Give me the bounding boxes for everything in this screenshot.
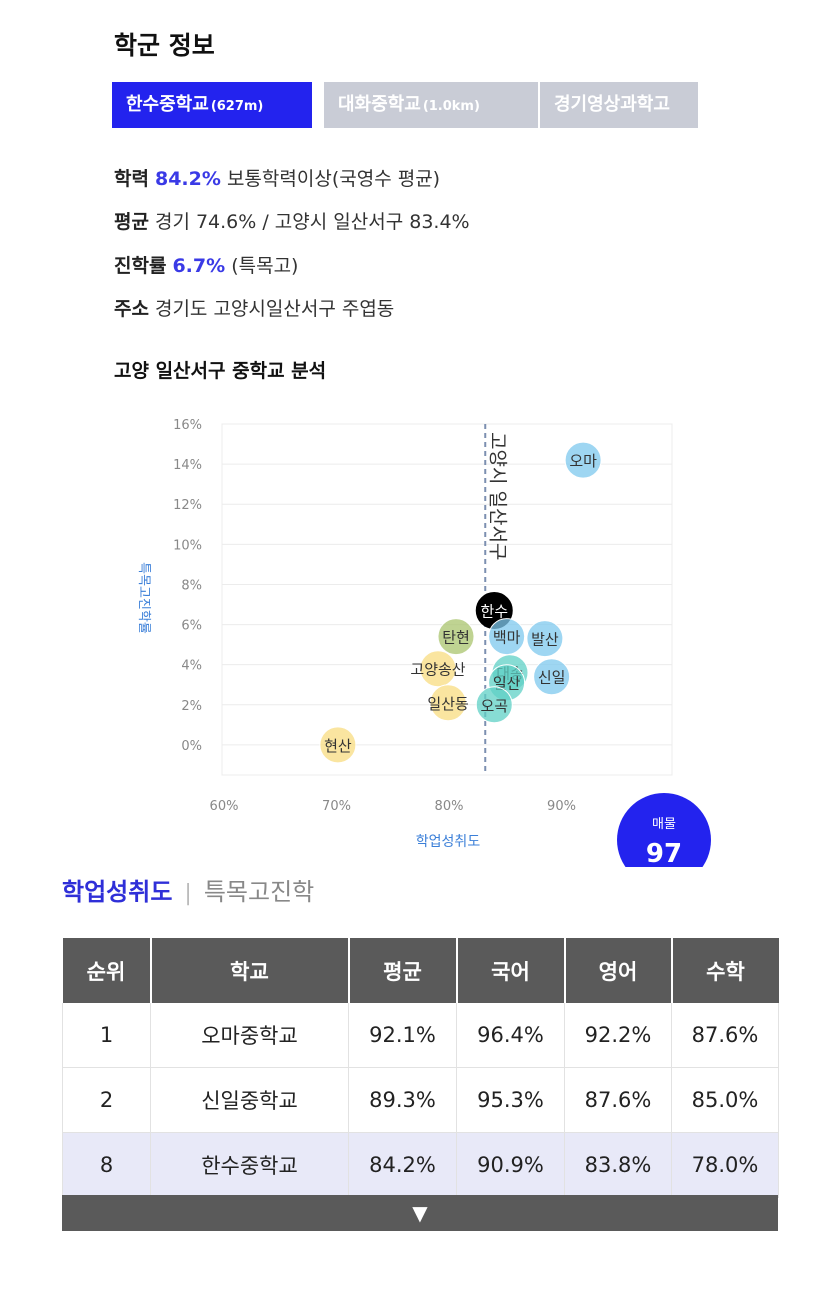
cell-english: 92.2% — [564, 1003, 672, 1068]
cell-rank: 8 — [62, 1132, 151, 1198]
cell-math: 87.6% — [671, 1003, 779, 1068]
subtab-academic[interactable]: 학업성취도 — [62, 878, 173, 906]
tab-distance: (627m) — [210, 99, 264, 114]
advancement-label: 진학률 — [114, 255, 167, 277]
data-point-label: 고양송산 — [410, 661, 465, 679]
data-point — [526, 620, 564, 658]
data-point-label: 오곡 — [480, 697, 508, 715]
analysis-title: 고양 일산서구 중학교 분석 — [114, 360, 327, 382]
data-point-label: 현산 — [324, 737, 352, 755]
data-point — [475, 686, 513, 724]
cell-school: 오마중학교 — [150, 1003, 349, 1068]
tab-hansu-middle[interactable]: 한수중학교 (627m) — [112, 82, 312, 128]
y-tick-label: 6% — [181, 619, 202, 634]
data-point-label: 오마 — [569, 452, 597, 470]
cell-math: 78.0% — [671, 1132, 779, 1198]
school-scatter-chart: 0% 2% 4% 6% 8% 10% 12% 14% 16% 60% 70% 80% 90% 고양시 일산… — [136, 418, 673, 850]
cell-korean: 95.3% — [456, 1067, 565, 1133]
data-point-label: 발산 — [531, 631, 559, 649]
data-point-label: 백마 — [493, 629, 521, 647]
subtab-divider: | — [184, 881, 192, 906]
col-korean: 국어 — [456, 938, 566, 1003]
tab-school-name: 한수중학교 — [126, 94, 209, 115]
badge-value: 97 — [645, 839, 683, 869]
y-tick-label: 0% — [181, 739, 202, 754]
tab-school-name: 경기영상과학고 — [554, 94, 670, 115]
table-row[interactable]: 1 오마중학교 92.1% 96.4% 92.2% 87.6% — [62, 1003, 779, 1068]
data-point — [429, 684, 467, 722]
data-point — [437, 618, 475, 656]
x-axis-label: 학업성취도 — [416, 834, 481, 850]
academic-info: 학력 84.2% 보통학력이상(국영수 평균) — [114, 164, 440, 191]
data-point-label: 일산동 — [427, 695, 469, 713]
cell-school: 한수중학교 — [150, 1132, 349, 1198]
col-rank: 순위 — [62, 938, 152, 1003]
reference-line-label: 고양시 일산서구 — [486, 432, 508, 560]
y-tick-label: 8% — [181, 578, 202, 593]
school-tabs: 한수중학교 (627m) 대화중학교 (1.0km) 경기영상과학고 — [112, 82, 698, 128]
data-point — [419, 650, 457, 688]
data-point — [533, 658, 571, 696]
tab-distance: (1.0km) — [422, 99, 480, 114]
advancement-info: 진학률 6.7% (특목고) — [114, 251, 298, 278]
average-label: 평균 — [114, 211, 149, 233]
academic-label: 학력 — [114, 168, 149, 190]
tab-daehwa-middle[interactable]: 대화중학교 (1.0km) — [324, 82, 538, 128]
average-info: 평균 경기 74.6% / 고양시 일산서구 83.4% — [114, 207, 470, 234]
cell-rank: 2 — [62, 1067, 151, 1133]
tab-school-name: 대화중학교 — [338, 94, 421, 115]
y-tick-label: 2% — [181, 699, 202, 714]
address-info: 주소 경기도 고양시일산서구 주엽동 — [114, 294, 394, 321]
cell-average: 92.1% — [348, 1003, 457, 1068]
x-tick-label: 60% — [210, 799, 239, 814]
cell-english: 87.6% — [564, 1067, 672, 1133]
cell-korean: 96.4% — [456, 1003, 565, 1068]
cell-rank: 1 — [62, 1003, 151, 1068]
table-row-current-school[interactable]: 8 한수중학교 84.2% 90.9% 83.8% 78.0% — [62, 1132, 779, 1198]
tab-gyeonggi-science-high[interactable]: 경기영상과학고 — [540, 82, 698, 128]
y-tick-label: 10% — [173, 538, 202, 553]
subtab-special-high[interactable]: 특목고진학 — [203, 878, 315, 906]
data-point-label: 신일 — [538, 669, 566, 687]
cell-korean: 90.9% — [456, 1132, 565, 1198]
y-axis-label: 특목고진학률 — [136, 562, 151, 634]
cell-average: 84.2% — [348, 1132, 457, 1198]
subtabs: 학업성취도 | 특목고진학 — [62, 872, 314, 907]
y-tick-label: 4% — [181, 659, 202, 674]
advancement-desc: (특목고) — [231, 255, 299, 277]
badge-label: 매물 — [652, 817, 676, 832]
address-label: 주소 — [114, 298, 149, 320]
x-tick-label: 90% — [547, 799, 576, 814]
ranking-table: 순위 학교 평균 국어 영어 수학 1 오마중학교 92.1% 96.4% 92… — [62, 938, 779, 1198]
cell-average: 89.3% — [348, 1067, 457, 1133]
col-average: 평균 — [348, 938, 458, 1003]
academic-value: 84.2% — [154, 168, 221, 190]
section-title: 학군 정보 — [114, 31, 215, 60]
data-point — [564, 441, 602, 479]
y-tick-label: 14% — [173, 458, 202, 473]
data-point-label: 한수 — [480, 603, 508, 621]
table-header-row: 순위 학교 평균 국어 영어 수학 — [62, 938, 779, 1003]
col-math: 수학 — [671, 938, 779, 1003]
data-point — [319, 726, 357, 764]
table-row[interactable]: 2 신일중학교 89.3% 95.3% 87.6% 85.0% — [62, 1067, 779, 1133]
plot-area — [221, 423, 673, 776]
data-point-label: 탄현 — [442, 629, 470, 647]
expand-table-button[interactable]: ▼ — [62, 1195, 778, 1231]
col-school: 학교 — [150, 938, 350, 1003]
advancement-value: 6.7% — [172, 255, 226, 277]
y-tick-label: 12% — [173, 498, 202, 513]
triangle-down-icon: ▼ — [412, 1201, 428, 1225]
address-text: 경기도 고양시일산서구 주엽동 — [154, 298, 395, 320]
cell-math: 85.0% — [671, 1067, 779, 1133]
average-text: 경기 74.6% / 고양시 일산서구 83.4% — [154, 211, 470, 233]
cell-school: 신일중학교 — [150, 1067, 349, 1133]
academic-desc: 보통학력이상(국영수 평균) — [226, 168, 441, 190]
x-tick-label: 80% — [435, 799, 464, 814]
y-tick-label: 16% — [173, 418, 202, 433]
x-tick-label: 70% — [322, 799, 351, 814]
cell-english: 83.8% — [564, 1132, 672, 1198]
col-english: 영어 — [564, 938, 673, 1003]
